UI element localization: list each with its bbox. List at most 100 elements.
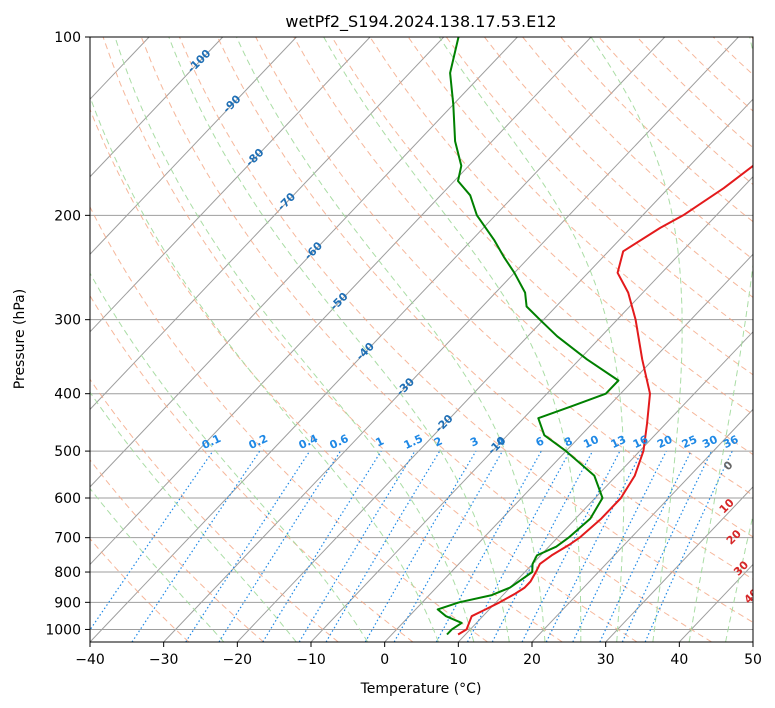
moist-adiabat-line — [688, 37, 753, 642]
dry-adiabat-line — [102, 37, 638, 642]
isotherm-line — [236, 98, 753, 642]
dry-adiabat-line — [751, 37, 753, 40]
mixing-ratio-line — [572, 450, 667, 642]
dry-adiabat-line — [560, 37, 753, 223]
dry-adiabat-line — [178, 37, 753, 623]
isotherm-line — [605, 486, 753, 642]
dry-adiabat-line — [255, 37, 753, 538]
y-tick-label: 200 — [54, 208, 81, 224]
moist-adiabat-line — [90, 487, 225, 642]
chart-title: wetPf2_S194.2024.138.17.53.E12 — [285, 12, 556, 32]
isotherm-line — [90, 37, 445, 411]
moist-adiabat-line — [725, 513, 753, 642]
sounding-profiles — [436, 37, 753, 636]
x-tick-label: 30 — [597, 652, 615, 668]
mixing-ratio-label: 30 — [700, 433, 720, 451]
moist-adiabat-line — [168, 37, 510, 642]
mixing-ratio-line — [364, 450, 477, 642]
dry-adiabat-line — [90, 205, 488, 642]
dry-adiabat-line — [90, 378, 339, 642]
isotherm-line — [90, 37, 371, 333]
y-tick-label: 1000 — [45, 622, 81, 638]
isotherm-line — [90, 37, 224, 178]
x-tick-label: −40 — [75, 652, 105, 668]
temperature-profile-line — [457, 164, 753, 636]
mixing-ratio-line — [262, 450, 382, 642]
y-axis-label: Pressure (hPa) — [12, 289, 28, 389]
moist-adiabat-label: 20 — [724, 527, 744, 547]
mixing-ratio-label: 25 — [680, 433, 699, 451]
moist-adiabat-line — [323, 37, 582, 642]
moist-adiabat-label: 40 — [742, 586, 762, 606]
mixing-ratio-label: 3 — [468, 434, 480, 449]
y-tick-label: 600 — [54, 491, 81, 507]
y-tick-label: 400 — [54, 387, 81, 403]
mixing-ratio-label: 0.1 — [200, 432, 223, 452]
isotherm-line — [752, 641, 753, 642]
y-axis: 100 200 300 400 500 600 700 800 900 1000 — [45, 30, 90, 638]
dry-adiabat-line — [331, 37, 753, 456]
x-tick-label: 10 — [449, 652, 467, 668]
x-tick-label: −20 — [223, 652, 253, 668]
mixing-ratio-label: 0.4 — [297, 432, 320, 452]
isotherm-line — [384, 253, 753, 642]
moist-adiabat-line — [90, 95, 439, 642]
mixing-ratio-line — [435, 450, 542, 642]
y-tick-label: 300 — [54, 313, 81, 329]
thermodynamic-guide-lines — [90, 37, 775, 642]
isotherm-line — [90, 37, 592, 566]
dry-adiabat-line — [217, 37, 753, 580]
dry-adiabat-line — [712, 37, 753, 76]
dry-adiabat-line — [674, 37, 753, 112]
isotherm-line — [678, 563, 753, 642]
y-tick-label: 500 — [54, 444, 81, 460]
moist-adiabat-line — [90, 272, 369, 642]
mixing-ratio-line — [325, 450, 441, 642]
x-tick-label: 0 — [380, 652, 389, 668]
mixing-ratio-label: 13 — [609, 433, 628, 451]
mixing-ratio-label: 16 — [631, 433, 651, 451]
x-axis-label: Temperature (°C) — [360, 681, 482, 697]
isotherm-line — [90, 37, 518, 488]
dry-adiabat-line — [140, 37, 712, 642]
mixing-ratio-label: 2 — [432, 434, 444, 449]
mixing-ratio-line — [90, 450, 214, 631]
isotherm-line — [531, 408, 753, 642]
x-tick-label: 40 — [670, 652, 688, 668]
x-tick-label: 50 — [744, 652, 762, 668]
mixing-ratio-label: 10 — [581, 433, 601, 451]
moist-adiabat-line — [236, 37, 546, 642]
moist-adiabat-line — [590, 37, 683, 642]
dry-adiabat-line — [407, 37, 753, 376]
dry-adiabat-line — [369, 37, 753, 415]
isotherm-line — [163, 37, 739, 642]
mixing-ratio-label: 8 — [562, 434, 574, 449]
mixing-ratio-label: 36 — [721, 433, 741, 451]
mixing-ratio-label: 0.2 — [247, 432, 270, 452]
moist-adiabat-line — [114, 37, 475, 642]
dry-adiabat-line — [90, 459, 264, 642]
dry-adiabat-line — [90, 537, 190, 642]
y-tick-label: 800 — [54, 565, 81, 581]
y-tick-label: 100 — [54, 30, 81, 46]
x-tick-label: −30 — [149, 652, 179, 668]
mixing-ratio-label: 20 — [655, 433, 675, 451]
mixing-ratio-line — [218, 450, 342, 642]
moist-adiabat-label: 10 — [717, 496, 737, 516]
dry-adiabat-line — [293, 37, 753, 496]
moist-adiabat-line — [762, 37, 775, 642]
x-tick-label: −10 — [296, 652, 326, 668]
isotherm-line — [0, 37, 2, 642]
y-tick-label: 700 — [54, 531, 81, 547]
plot-frame — [89, 36, 754, 643]
mixing-ratio-line — [131, 450, 261, 642]
isotherm-line — [457, 331, 753, 642]
mixing-ratio-line — [393, 450, 504, 642]
guide-line-labels: 0.1 0.2 0.4 0.6 1 1.5 2 3 4 6 8 10 13 16 20 25 30 36-100-… — [185, 47, 762, 607]
x-axis: −40 −30 −20 −10 0 10 20 30 40 50 — [75, 642, 762, 668]
mixing-ratio-line — [466, 450, 571, 642]
dewpoint-profile-line — [436, 37, 620, 636]
dry-adiabat-line — [636, 37, 753, 149]
dry-adiabat-line — [598, 37, 753, 186]
